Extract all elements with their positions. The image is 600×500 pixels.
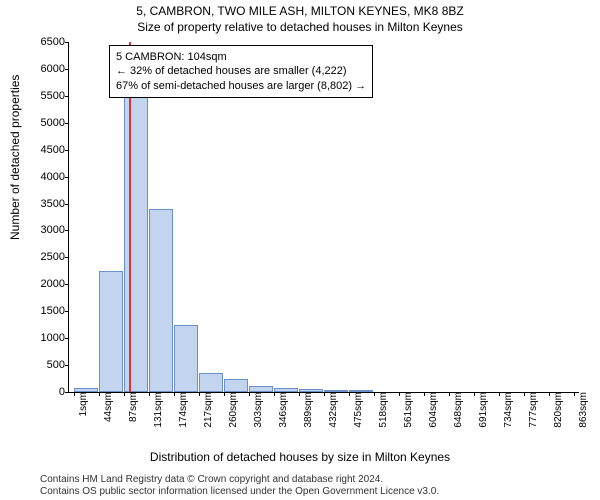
x-tick-label: 863sqm bbox=[574, 392, 589, 428]
x-tick-label: 174sqm bbox=[174, 392, 189, 428]
histogram-bar bbox=[274, 388, 298, 392]
y-tick-mark bbox=[65, 177, 69, 178]
x-tick-label: 561sqm bbox=[399, 392, 414, 428]
x-tick-label: 303sqm bbox=[249, 392, 264, 428]
x-tick-label: 260sqm bbox=[224, 392, 239, 428]
x-tick-label: 131sqm bbox=[149, 392, 164, 428]
annotation-box: 5 CAMBRON: 104sqm ← 32% of detached hous… bbox=[109, 45, 373, 98]
y-tick-mark bbox=[65, 123, 69, 124]
x-tick-label: 432sqm bbox=[324, 392, 339, 428]
x-tick-label: 87sqm bbox=[124, 392, 139, 422]
annotation-line-3: 67% of semi-detached houses are larger (… bbox=[116, 79, 366, 93]
x-tick-label: 475sqm bbox=[349, 392, 364, 428]
footer-text: Contains HM Land Registry data © Crown c… bbox=[40, 474, 439, 498]
y-tick-mark bbox=[65, 69, 69, 70]
y-tick-mark bbox=[65, 204, 69, 205]
y-tick-mark bbox=[65, 257, 69, 258]
histogram-bar bbox=[249, 386, 273, 392]
x-tick-label: 691sqm bbox=[474, 392, 489, 428]
x-tick-label: 648sqm bbox=[449, 392, 464, 428]
histogram-bar bbox=[149, 209, 173, 392]
y-tick-mark bbox=[65, 96, 69, 97]
y-tick-mark bbox=[65, 230, 69, 231]
chart-subtitle: Size of property relative to detached ho… bbox=[0, 20, 600, 34]
x-tick-label: 346sqm bbox=[274, 392, 289, 428]
histogram-bar bbox=[174, 325, 198, 392]
plot-area: 0500100015002000250030003500400045005000… bbox=[68, 42, 579, 393]
footer-line-2: Contains OS public sector information li… bbox=[40, 486, 439, 498]
y-tick-mark bbox=[65, 392, 69, 393]
x-tick-label: 820sqm bbox=[549, 392, 564, 428]
histogram-bar bbox=[124, 85, 148, 392]
y-tick-mark bbox=[65, 338, 69, 339]
chart-container: 5, CAMBRON, TWO MILE ASH, MILTON KEYNES,… bbox=[0, 0, 600, 500]
annotation-line-2: ← 32% of detached houses are smaller (4,… bbox=[116, 64, 366, 78]
y-tick-mark bbox=[65, 311, 69, 312]
x-axis-label: Distribution of detached houses by size … bbox=[0, 450, 600, 464]
histogram-bar bbox=[74, 388, 98, 392]
y-axis-label: Number of detached properties bbox=[8, 75, 22, 240]
x-tick-label: 777sqm bbox=[524, 392, 539, 428]
y-tick-mark bbox=[65, 42, 69, 43]
x-tick-label: 1sqm bbox=[74, 392, 89, 416]
footer-line-1: Contains HM Land Registry data © Crown c… bbox=[40, 474, 439, 486]
histogram-bar bbox=[324, 390, 348, 392]
y-tick-mark bbox=[65, 150, 69, 151]
histogram-bar bbox=[199, 373, 223, 392]
x-tick-label: 44sqm bbox=[99, 392, 114, 422]
y-tick-mark bbox=[65, 284, 69, 285]
histogram-bar bbox=[299, 389, 323, 392]
x-tick-label: 518sqm bbox=[374, 392, 389, 428]
x-tick-label: 217sqm bbox=[199, 392, 214, 428]
histogram-bar bbox=[224, 379, 248, 392]
x-tick-label: 604sqm bbox=[424, 392, 439, 428]
chart-title: 5, CAMBRON, TWO MILE ASH, MILTON KEYNES,… bbox=[0, 4, 600, 18]
x-tick-label: 734sqm bbox=[499, 392, 514, 428]
histogram-bar bbox=[99, 271, 123, 392]
annotation-line-1: 5 CAMBRON: 104sqm bbox=[116, 50, 366, 64]
histogram-bar bbox=[349, 390, 373, 392]
x-tick-label: 389sqm bbox=[299, 392, 314, 428]
y-tick-mark bbox=[65, 365, 69, 366]
